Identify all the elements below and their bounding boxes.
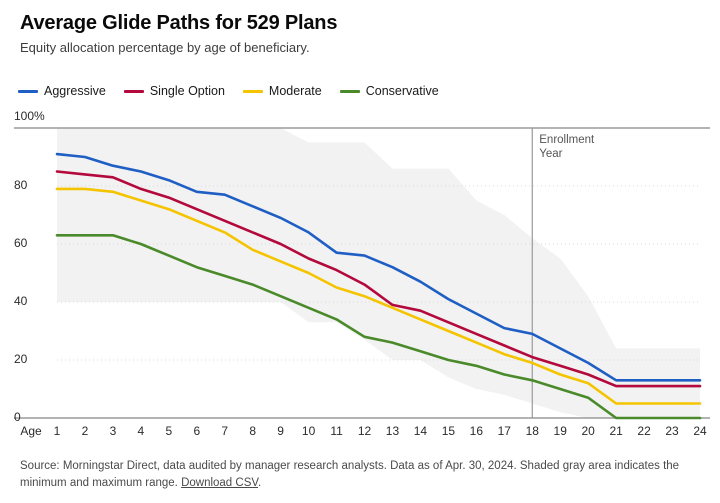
x-tick-label: 9 [277, 424, 284, 438]
x-tick-label: 16 [469, 424, 484, 438]
x-tick-label: 15 [441, 424, 456, 438]
legend-swatch-icon [242, 89, 263, 93]
legend-swatch-icon [339, 89, 360, 93]
legend-item-aggressive[interactable]: Aggressive [18, 84, 106, 98]
series-line-single-option [55, 170, 702, 388]
page-subtitle: Equity allocation percentage by age of b… [20, 40, 310, 55]
x-tick-label: 18 [525, 424, 539, 438]
series-line-moderate [55, 187, 702, 405]
x-tick-label: 24 [693, 424, 707, 438]
x-tick-label: 8 [249, 424, 257, 438]
y-tick-label: 80 [14, 178, 28, 192]
x-tick-label: 20 [581, 424, 595, 438]
legend-item-label: Aggressive [44, 84, 106, 98]
series-line-aggressive [55, 152, 702, 382]
x-axis-ticks: Age 1 2 3 4 5 6 7 8 9 10 11 12 13 14 15 16 17 18 19 20 21 22 23… [0, 424, 720, 442]
y-tick-label: 60 [14, 236, 28, 250]
series-line-conservative [55, 234, 702, 420]
glide-path-line-chart [14, 127, 710, 420]
legend-item-label: Moderate [268, 84, 322, 98]
y-axis-ticks: 0 20 40 60 80 100% [14, 109, 60, 424]
x-tick-label: 7 [221, 424, 229, 438]
legend-swatch-icon [18, 89, 38, 93]
x-tick-label: 12 [357, 424, 372, 438]
x-axis-title: Age [20, 424, 42, 438]
x-tick-label: 1 [53, 424, 61, 438]
chart-plot-area: 0 20 40 60 80 100% Enrollment Year [0, 109, 720, 424]
y-tick-label: 40 [14, 294, 28, 308]
x-tick-label: 19 [553, 424, 567, 438]
legend-swatch-icon [123, 89, 144, 93]
x-tick-label: 3 [109, 424, 117, 438]
x-tick-label: 21 [609, 424, 623, 438]
legend-item-label: Single Option [149, 84, 225, 98]
x-tick-label: 10 [301, 424, 316, 438]
legend-item-conservative[interactable]: Conservative [339, 84, 439, 98]
x-tick-label: 4 [137, 424, 145, 438]
x-tick-label: 14 [413, 424, 428, 438]
chart-legend: Aggressive Single Option Moderate Conservat… [18, 84, 439, 98]
legend-item-single-option[interactable]: Single Option [123, 84, 225, 98]
download-csv-link[interactable]: Download CSV [181, 476, 258, 489]
x-tick-label: 22 [637, 424, 651, 438]
x-tick-label: 2 [81, 424, 89, 438]
page-title: Average Glide Paths for 529 Plans [20, 12, 338, 34]
x-tick-label: 13 [385, 424, 400, 438]
y-tick-label: 100% [14, 109, 45, 123]
chart-source-note: Source: Morningstar Direct, data audited… [20, 458, 702, 491]
legend-item-moderate[interactable]: Moderate [242, 84, 322, 98]
source-text-after: . [258, 476, 262, 489]
y-tick-label: 20 [14, 352, 28, 366]
x-tick-label: 17 [497, 424, 511, 438]
x-tick-label: 23 [665, 424, 679, 438]
x-tick-label: 11 [330, 424, 343, 438]
y-tick-label: 0 [14, 410, 21, 424]
x-tick-label: 6 [193, 424, 201, 438]
enrollment-year-annotation: Enrollment Year [539, 134, 595, 161]
min-max-range-band [57, 128, 700, 418]
source-text-before: Source: Morningstar Direct, data audited… [20, 460, 680, 489]
legend-item-label: Conservative [365, 84, 439, 98]
x-tick-label: 5 [165, 424, 173, 438]
